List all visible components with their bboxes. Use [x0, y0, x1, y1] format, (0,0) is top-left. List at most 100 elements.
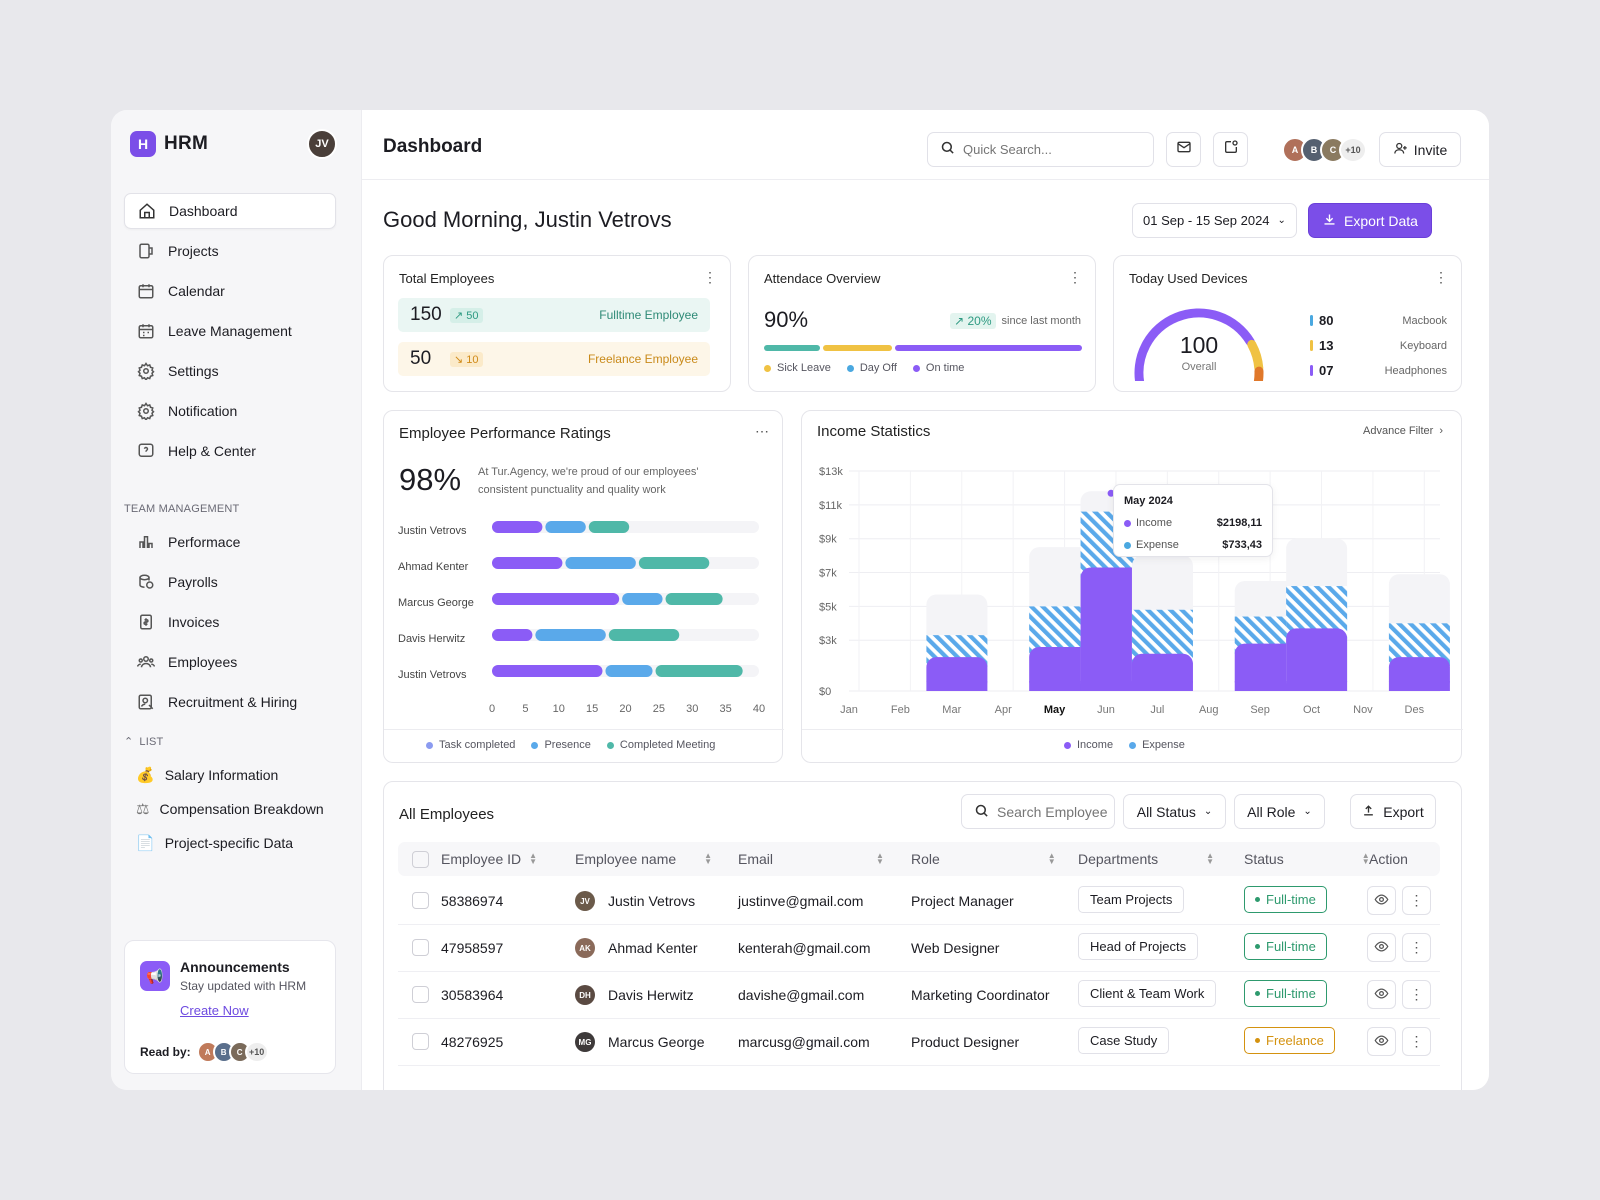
sidebar-item-invoices[interactable]: Invoices — [124, 604, 336, 640]
list-item-salary[interactable]: 💰 Salary Information — [124, 758, 336, 792]
gear-icon — [136, 361, 156, 381]
sidebar-item-label: Employees — [168, 654, 238, 670]
performance-x-tick: 15 — [586, 703, 598, 715]
table-row[interactable]: 47958597 AK Ahmad Kenter kenterah@gmail.… — [398, 925, 1440, 972]
sidebar-item-settings[interactable]: Settings — [124, 353, 336, 389]
avatar-more-count: +10 — [1339, 137, 1367, 163]
column-role[interactable]: Role ▲ ▼ — [911, 851, 1056, 867]
advance-filter-button[interactable]: Advance Filter › — [1363, 425, 1443, 437]
employee-email: kenterah@gmail.com — [738, 940, 871, 956]
advance-filter-label: Advance Filter — [1363, 425, 1434, 437]
more-horizontal-icon[interactable]: ⋯ — [755, 423, 769, 439]
column-departments[interactable]: Departments ▲ ▼ — [1078, 851, 1215, 867]
chevron-down-icon: ⌄ — [1303, 806, 1312, 817]
column-email[interactable]: Email ▲ ▼ — [738, 851, 884, 867]
user-avatar[interactable]: JV — [307, 129, 337, 159]
income-y-tick: $5k — [819, 601, 837, 613]
row-more-button[interactable]: ⋮ — [1402, 933, 1431, 962]
mail-button[interactable] — [1166, 132, 1201, 167]
sidebar-item-leave-management[interactable]: Leave Management — [124, 313, 336, 349]
brand[interactable]: H HRM — [130, 131, 208, 157]
list-item-compensation[interactable]: ⚖ Compensation Breakdown — [124, 792, 336, 826]
row-more-button[interactable]: ⋮ — [1402, 886, 1431, 915]
sidebar-item-label: Projects — [168, 243, 219, 259]
attendance-segment — [894, 345, 1082, 351]
table-row[interactable]: 58386974 JV Justin Vetrovs justinve@gmai… — [398, 878, 1440, 925]
view-button[interactable] — [1367, 886, 1396, 915]
view-button[interactable] — [1367, 933, 1396, 962]
search-input[interactable] — [963, 142, 1133, 157]
list-nav: 💰 Salary Information ⚖ Compensation Brea… — [124, 758, 336, 860]
invite-button[interactable]: Invite — [1379, 132, 1461, 167]
column-status[interactable]: Status ▲ ▼ — [1244, 851, 1370, 867]
row-checkbox[interactable] — [412, 939, 429, 959]
sidebar-item-payrolls[interactable]: Payrolls — [124, 564, 336, 600]
device-count: 80 — [1319, 313, 1334, 328]
row-checkbox[interactable] — [412, 892, 429, 912]
employee-role: Marketing Coordinator — [911, 987, 1050, 1003]
sidebar-item-help-center[interactable]: Help & Center — [124, 433, 336, 469]
income-x-tick: Oct — [1303, 704, 1320, 716]
brand-name: HRM — [164, 133, 209, 154]
more-vertical-icon[interactable]: ⋮ — [703, 269, 717, 285]
mail-icon — [1176, 139, 1192, 160]
card-title: Attendace Overview — [764, 271, 881, 286]
create-now-link[interactable]: Create Now — [180, 1003, 249, 1018]
column-employee-id[interactable]: Employee ID ▲ ▼ — [441, 851, 538, 867]
performance-bar-presence — [605, 665, 653, 677]
read-by-avatars[interactable]: A B C +10 — [196, 1041, 269, 1063]
row-more-button[interactable]: ⋮ — [1402, 1027, 1431, 1056]
avatar: DH — [575, 985, 595, 1005]
performance-bar-presence — [565, 557, 636, 569]
team-avatars[interactable]: A B C +10 — [1282, 137, 1367, 163]
performance-x-tick: 20 — [619, 703, 631, 715]
tooltip-income-label: Income — [1124, 517, 1172, 529]
performance-x-tick: 25 — [653, 703, 665, 715]
column-employee-name[interactable]: Employee name ▲ ▼ — [575, 851, 713, 867]
employee-search[interactable] — [961, 794, 1115, 829]
card-title: Today Used Devices — [1129, 271, 1248, 286]
income-bar-income — [1029, 647, 1091, 691]
status-filter[interactable]: All Status ⌄ — [1123, 794, 1226, 829]
attendance-segment — [764, 345, 821, 351]
sidebar-item-dashboard[interactable]: Dashboard — [124, 193, 336, 229]
sidebar-item-employees[interactable]: Employees — [124, 644, 336, 680]
view-button[interactable] — [1367, 980, 1396, 1009]
export-data-button[interactable]: Export Data — [1308, 203, 1432, 238]
employee-search-input[interactable] — [997, 803, 1107, 820]
list-item-project-data[interactable]: 📄 Project-specific Data — [124, 826, 336, 860]
sidebar-item-projects[interactable]: Projects — [124, 233, 336, 269]
status-badge: Freelance — [1244, 1027, 1335, 1054]
sidebar-item-recruitment[interactable]: Recruitment & Hiring — [124, 684, 336, 720]
table-row[interactable]: 48276925 MG Marcus George marcusg@gmail.… — [398, 1019, 1440, 1066]
row-more-button[interactable]: ⋮ — [1402, 980, 1431, 1009]
sidebar-item-notification[interactable]: Notification — [124, 393, 336, 429]
role-filter[interactable]: All Role ⌄ — [1234, 794, 1325, 829]
notification-button[interactable] — [1213, 132, 1248, 167]
tooltip-income-value: $2198,11 — [1216, 517, 1262, 529]
more-vertical-icon[interactable]: ⋮ — [1434, 269, 1448, 285]
avatar: AK — [575, 938, 595, 958]
more-vertical-icon[interactable]: ⋮ — [1068, 269, 1082, 285]
view-button[interactable] — [1367, 1027, 1396, 1056]
sidebar-item-performance[interactable]: Performace — [124, 524, 336, 560]
row-checkbox[interactable] — [412, 1033, 429, 1053]
list-section-toggle[interactable]: ⌃ LIST — [124, 735, 163, 749]
income-x-tick: Nov — [1353, 704, 1373, 716]
quick-search[interactable] — [927, 132, 1154, 167]
sidebar-item-calendar[interactable]: Calendar — [124, 273, 336, 309]
eye-icon — [1374, 986, 1389, 1004]
performance-chart: Justin Vetrovs Ahmad Kenter Marcus George D… — [398, 521, 765, 715]
performance-bar-completed-meeting — [638, 557, 710, 569]
table-row[interactable]: 30583964 DH Davis Herwitz davishe@gmail.… — [398, 972, 1440, 1019]
performance-x-tick: 40 — [753, 703, 765, 715]
export-button[interactable]: Export — [1350, 794, 1436, 829]
row-checkbox[interactable] — [412, 986, 429, 1006]
date-range-select[interactable]: 01 Sep - 15 Sep 2024 ⌄ — [1132, 203, 1297, 238]
select-all-checkbox[interactable] — [412, 851, 429, 868]
export-icon — [1362, 804, 1375, 820]
performance-bar-completed-meeting — [588, 521, 630, 533]
eye-icon — [1374, 892, 1389, 910]
device-count: 13 — [1319, 338, 1334, 353]
document-icon: 📄 — [136, 835, 155, 852]
